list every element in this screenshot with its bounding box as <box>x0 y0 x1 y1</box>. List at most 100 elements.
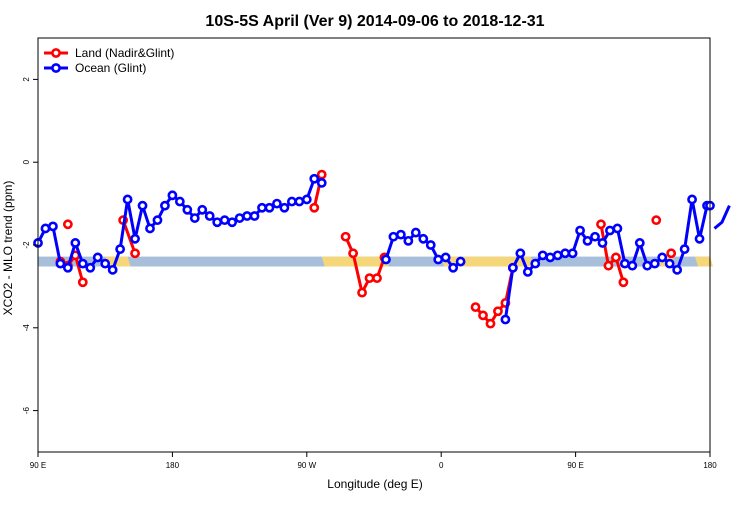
data-point <box>642 260 653 271</box>
data-point <box>597 238 608 248</box>
x-tick-label: 180 <box>166 461 180 470</box>
data-point <box>666 248 677 259</box>
data-point <box>62 219 73 230</box>
data-point <box>286 196 297 207</box>
x-tick-label: 90 W <box>297 461 316 470</box>
data-point <box>575 225 585 236</box>
y-tick-label: -2 <box>22 241 31 249</box>
data-point <box>545 252 556 263</box>
data-point <box>530 258 541 269</box>
data-point <box>372 273 382 284</box>
data-point <box>100 258 111 269</box>
data-point <box>264 202 275 213</box>
data-point <box>189 213 200 223</box>
y-tick-label: 2 <box>22 77 31 82</box>
data-point <box>316 169 327 180</box>
data-point <box>618 277 629 288</box>
data-point <box>515 248 526 259</box>
data-point <box>649 258 660 269</box>
data-point <box>500 314 511 325</box>
data-point <box>425 240 436 250</box>
data-point <box>694 233 705 244</box>
y-tick-label: 0 <box>22 159 31 164</box>
data-point <box>212 217 223 228</box>
data-point <box>485 318 496 329</box>
x-tick-label: 90 E <box>567 461 583 470</box>
y-axis-label: XCO2 - MLO trend (ppm) <box>1 181 15 316</box>
data-point <box>687 194 697 205</box>
y-tick-label: -6 <box>22 406 31 414</box>
data-point <box>634 238 645 248</box>
data-point <box>301 194 312 205</box>
data-point <box>507 262 518 273</box>
x-tick-label: 90 E <box>30 461 46 470</box>
data-point <box>227 217 238 228</box>
data-point <box>403 235 414 246</box>
data-point <box>55 258 66 269</box>
data-point <box>611 252 621 263</box>
y-tick-label: -4 <box>22 324 31 332</box>
data-point <box>605 225 615 236</box>
data-point <box>388 231 399 242</box>
data-point <box>204 211 215 221</box>
data-point <box>651 215 662 226</box>
data-point <box>440 252 451 263</box>
data-point <box>145 223 155 234</box>
data-point <box>590 231 600 242</box>
data-point <box>167 190 178 201</box>
series-line <box>713 205 731 230</box>
series-line <box>36 177 323 272</box>
data-point <box>418 233 429 244</box>
data-point <box>470 302 481 312</box>
legend-marker <box>51 63 61 73</box>
data-point <box>249 211 260 221</box>
data-point <box>234 213 245 223</box>
data-point <box>182 204 193 215</box>
data-point <box>522 267 533 277</box>
data-point <box>40 223 51 234</box>
data-point <box>679 244 690 255</box>
data-point <box>612 223 623 234</box>
data-point <box>316 177 327 188</box>
data-point <box>294 196 305 207</box>
data-point <box>560 248 571 259</box>
data-point <box>70 238 81 248</box>
data-point <box>357 287 367 298</box>
data-point <box>627 260 638 271</box>
data-point <box>48 221 58 232</box>
data-point <box>130 233 140 244</box>
data-point <box>395 229 406 240</box>
data-point <box>77 258 88 269</box>
x-tick-label: 0 <box>439 461 444 470</box>
data-point <box>364 273 375 284</box>
data-point <box>242 211 252 221</box>
data-point <box>448 262 459 273</box>
plot-frame <box>37 37 711 453</box>
data-point <box>603 260 614 271</box>
data-point <box>596 219 606 230</box>
data-point <box>257 202 267 213</box>
data-point <box>348 248 358 259</box>
legend-label: Land (Nadir&Glint) <box>75 46 174 60</box>
data-point <box>272 198 282 209</box>
legend-label: Ocean (Glint) <box>75 61 146 75</box>
data-point <box>433 254 444 265</box>
data-point <box>92 252 103 263</box>
data-point <box>152 215 163 226</box>
data-point <box>619 258 630 269</box>
band-highlight <box>695 256 713 267</box>
chart-title: 10S-5S April (Ver 9) 2014-09-06 to 2018-… <box>205 13 544 30</box>
plot-layer: 90 E 180 90 W 0 90 E 180 2 0 -2 -4 -6 Land (Nadir&G… <box>22 37 731 470</box>
data-point <box>115 244 126 255</box>
legend-marker <box>51 48 61 58</box>
data-point <box>455 256 466 267</box>
data-point <box>62 262 73 273</box>
x-tick-label: 180 <box>703 461 717 470</box>
x-axis-label: Longitude (deg E) <box>327 477 422 491</box>
data-point <box>309 202 320 213</box>
data-point <box>664 258 675 269</box>
data-point <box>567 248 578 259</box>
band-highlight <box>105 256 131 267</box>
data-point <box>410 227 421 238</box>
